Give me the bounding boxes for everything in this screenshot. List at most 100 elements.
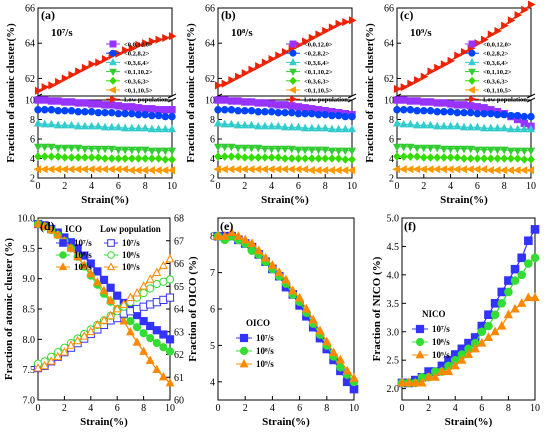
data-point [46,356,56,365]
data-point [499,166,508,175]
data-point [59,347,69,356]
data-point [348,16,357,25]
data-point [161,106,170,114]
y2-tick-label: 63 [174,327,184,338]
data-point [254,153,263,162]
y-tick-label: 4.0 [387,270,400,281]
data-point [457,354,467,364]
data-point [114,146,123,155]
data-point [507,16,516,25]
x-tick-label: 4 [270,403,275,414]
data-point [86,268,96,278]
x-tick-label: 8 [323,181,328,192]
data-point [228,76,236,85]
data-point [288,285,298,295]
data-point [152,326,161,335]
data-point [88,60,97,69]
series [392,165,535,175]
data-point [145,274,155,283]
data-point [273,165,282,174]
data-point [107,145,116,154]
data-point [314,154,323,163]
data-point [281,101,289,109]
data-point [335,19,344,28]
data-point [433,108,441,116]
legend-marker [106,262,116,271]
data-point [294,122,303,131]
legend-marker [468,40,476,48]
x-tick-label: 8 [324,403,329,414]
data-point [74,108,82,116]
data-point [399,119,408,128]
data-point [227,143,236,152]
legend-label: 10⁸/s [74,250,92,260]
legend: <0,0,12,0> <0,2,8,2> <0,3,6,4> <0,1,10,2> <0… [106,40,168,104]
data-point [517,270,527,280]
x-tick-label: 10 [167,181,177,192]
y2-tick-label: 66 [174,259,184,270]
legend-label: <0,2,8,2> [483,51,509,58]
data-point [321,146,330,155]
data-point [234,152,242,161]
data-point [46,225,56,234]
data-point [425,165,434,174]
data-point [113,291,122,300]
data-point [473,146,482,155]
data-point [280,165,289,174]
data-point [94,108,103,117]
data-point [226,165,235,174]
legend-title: NICO [422,309,446,319]
data-point [261,58,270,67]
legend-marker [289,40,297,48]
data-point [419,144,428,153]
data-point [220,165,228,174]
data-point [466,154,475,163]
data-point [341,147,350,156]
data-point [168,112,176,121]
data-point [148,154,156,163]
data-point [288,102,296,110]
x-tick-label: 6 [475,181,480,192]
data-point [67,153,76,162]
series [393,106,535,121]
strain-rate-label: 10⁸/s [231,27,253,39]
y-tick-label: 2 [30,174,35,185]
data-point [114,109,123,118]
data-point [254,245,264,255]
data-point [121,154,129,163]
y-tick-label: 4 [30,154,35,165]
data-point [87,153,96,162]
legend-marker [108,86,116,94]
data-point [134,146,143,155]
data-point [167,166,176,175]
axes-frame [37,217,171,401]
data-point [274,153,283,162]
data-point [132,323,142,332]
data-point [314,110,323,119]
x-axis-title: Strain(%) [81,194,129,206]
data-point [165,335,175,344]
data-point [86,326,96,336]
data-point [241,98,249,106]
data-point [288,108,296,117]
data-point [165,347,175,356]
data-point [139,317,148,326]
data-point [393,106,401,114]
axes-frame-top [396,7,532,97]
data-point [213,143,223,152]
x-tick-label: 8 [143,181,148,192]
data-point [287,154,296,163]
x-tick-label: 8 [502,181,507,192]
data-point [479,165,488,174]
data-point [400,96,408,104]
data-point [281,47,290,57]
data-point [247,153,256,162]
data-point [321,154,330,163]
data-point [87,100,96,108]
data-point [74,144,83,153]
data-point [342,18,350,27]
legend-label: Low population [304,97,348,104]
y2-tick-label: 64 [174,305,184,316]
data-point [467,102,475,110]
data-point [453,121,462,130]
